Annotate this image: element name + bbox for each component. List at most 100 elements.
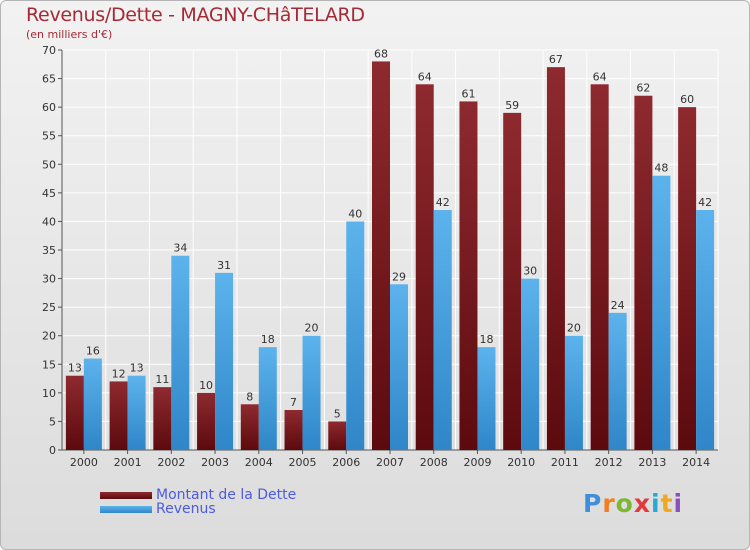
data-label-revenus: 24 [611,299,625,312]
bar-dette [459,101,478,450]
y-tick-label: 5 [49,415,56,428]
bar-revenus [433,210,452,450]
y-tick-label: 45 [42,187,56,200]
bar-dette [109,381,128,450]
bar-dette [634,95,653,450]
bar-revenus [390,284,408,450]
data-label-dette: 8 [246,390,253,403]
bar-revenus [608,312,627,450]
data-label-revenus: 42 [436,196,450,209]
data-label-dette: 60 [680,93,694,106]
bar-dette [153,387,172,450]
chart-subtitle: (en milliers d'€) [26,28,113,41]
data-label-revenus: 16 [86,345,100,358]
data-label-revenus: 34 [173,242,187,255]
y-tick-label: 20 [42,330,56,343]
logo-letter: i [673,489,684,518]
data-label-dette: 7 [290,396,297,409]
legend-label-dette: Montant de la Dette [156,487,297,503]
legend-swatch-dette [100,491,152,499]
x-tick-label: 2004 [245,456,273,469]
bars [65,61,715,451]
data-label-revenus: 48 [654,162,668,175]
x-tick-label: 2009 [463,456,491,469]
legend-label-revenus: Revenus [156,501,216,517]
x-tick-label: 2006 [332,456,360,469]
bar-revenus [302,335,321,450]
logo-letter: x [633,489,651,518]
bar-revenus [696,210,715,450]
data-label-revenus: 40 [348,207,362,220]
y-tick-label: 0 [49,444,56,457]
bar-dette [678,107,697,451]
data-label-dette: 62 [636,82,650,95]
y-tick-label: 35 [42,244,56,257]
bar-revenus [215,272,234,450]
bar-revenus [521,278,540,450]
x-tick-label: 2002 [157,456,185,469]
data-label-dette: 5 [334,407,341,420]
data-label-revenus: 18 [479,333,493,346]
y-tick-label: 70 [42,44,56,57]
x-tick-label: 2011 [551,456,579,469]
bar-revenus [127,375,146,450]
legend-swatch-revenus [100,505,152,513]
data-label-revenus: 20 [305,322,319,335]
logo-letter: P [583,489,603,518]
data-label-dette: 13 [68,362,82,375]
bar-dette [590,84,609,451]
data-label-dette: 10 [199,379,213,392]
y-tick-label: 65 [42,73,56,86]
bar-revenus [171,255,190,450]
x-tick-label: 2005 [289,456,317,469]
y-tick-label: 10 [42,387,56,400]
bar-revenus [83,358,102,450]
data-label-dette: 11 [155,373,169,386]
legend-item-dette: Montant de la Dette [100,487,297,503]
data-label-dette: 64 [418,70,432,83]
y-tick-label: 30 [42,273,56,286]
bar-dette [328,421,347,450]
logo-letter: t [660,489,674,518]
bar-dette [284,410,303,450]
logo-letter: i [651,489,661,518]
y-tick-label: 50 [42,158,56,171]
logo-letter: o [615,489,634,518]
bar-dette [415,84,434,451]
x-tick-label: 2000 [70,456,98,469]
data-label-revenus: 20 [567,322,581,335]
data-label-revenus: 13 [130,362,144,375]
bar-dette [546,67,565,451]
x-tick-label: 2014 [682,456,710,469]
x-tick-label: 2003 [201,456,229,469]
x-tick-label: 2008 [420,456,448,469]
bar-dette [65,375,84,450]
y-tick-label: 15 [42,358,56,371]
data-label-dette: 61 [461,87,475,100]
chart-title: Revenus/Dette - MAGNY-CHâTELARD [26,4,365,26]
data-labels: 13 16 12 13 11 34 10 31 8 18 7 20 5 40 68 29 64 42 61 18 59 3… [68,47,712,420]
data-label-dette: 64 [593,70,607,83]
data-label-revenus: 31 [217,259,231,272]
logo-letter: r [602,489,616,518]
bar-revenus [346,221,365,450]
x-tick-label: 2010 [507,456,535,469]
data-label-dette: 67 [549,53,563,66]
data-label-revenus: 29 [392,270,406,283]
y-tick-label: 40 [42,215,56,228]
bar-dette [372,61,390,451]
bar-dette [197,392,216,450]
data-label-dette: 59 [505,99,519,112]
data-label-dette: 12 [112,367,126,380]
data-label-revenus: 42 [698,196,712,209]
legend-item-revenus: Revenus [100,501,216,517]
bar-revenus [477,347,496,450]
bar-dette [240,404,259,450]
bar-revenus [564,335,583,450]
y-tick-label: 60 [42,101,56,114]
bar-dette [503,112,522,450]
y-tick-label: 55 [42,130,56,143]
y-tick-label: 25 [42,301,56,314]
x-tick-label: 2001 [114,456,142,469]
